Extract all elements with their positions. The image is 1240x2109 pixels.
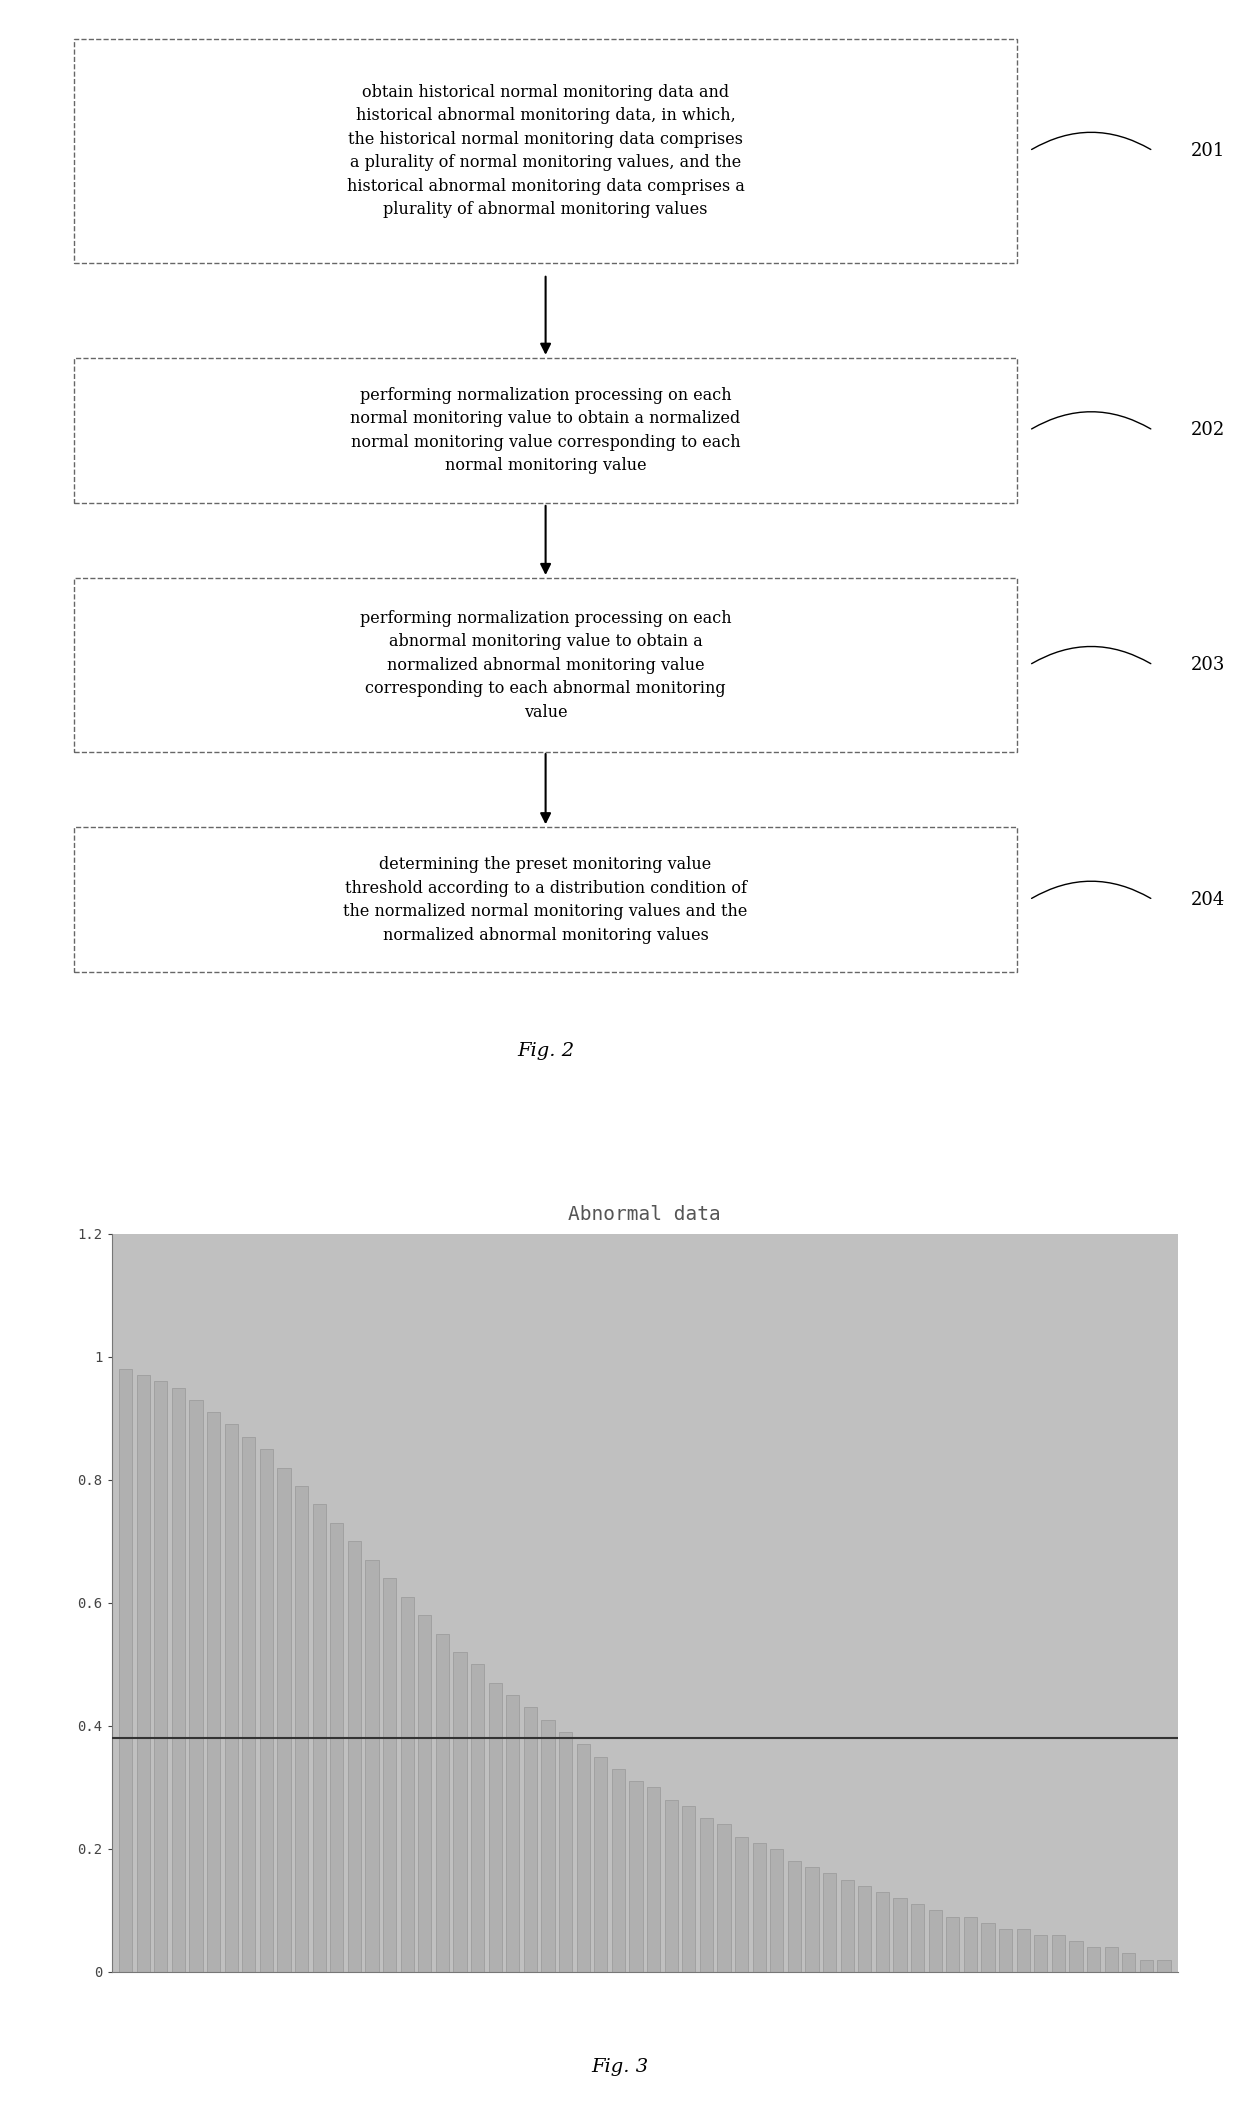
Bar (1052, 1936, 1065, 1972)
Text: performing normalization processing on each
normal monitoring value to obtain a : performing normalization processing on e… (351, 386, 740, 475)
Bar (401, 1597, 414, 1972)
Bar (1087, 1947, 1100, 1972)
Text: Fig. 3: Fig. 3 (591, 2058, 649, 2075)
Bar (699, 1818, 713, 1972)
Bar (489, 1683, 502, 1972)
Bar (454, 1651, 466, 1972)
Bar (823, 1873, 836, 1972)
Bar (805, 1866, 818, 1972)
Bar (1034, 1936, 1048, 1972)
Bar (366, 1561, 378, 1972)
Bar (119, 1369, 133, 1972)
Bar (154, 1381, 167, 1972)
Bar (875, 1892, 889, 1972)
Bar (207, 1413, 221, 1972)
Bar (770, 1850, 784, 1972)
Bar (190, 1400, 202, 1972)
Bar (893, 1898, 906, 1972)
Bar (647, 1788, 660, 1972)
Text: Fig. 2: Fig. 2 (517, 1042, 574, 1059)
Bar (787, 1860, 801, 1972)
Bar (136, 1375, 150, 1972)
Bar (559, 1731, 572, 1972)
Bar (981, 1923, 994, 1972)
Bar (999, 1930, 1012, 1972)
FancyBboxPatch shape (74, 578, 1017, 751)
Bar (348, 1542, 361, 1972)
Text: determining the preset monitoring value
threshold according to a distribution co: determining the preset monitoring value … (343, 856, 748, 943)
Text: 202: 202 (1190, 422, 1225, 439)
Bar (418, 1615, 432, 1972)
Text: 203: 203 (1190, 656, 1225, 675)
Bar (841, 1879, 854, 1972)
Bar (1157, 1959, 1171, 1972)
FancyBboxPatch shape (74, 359, 1017, 504)
Bar (1122, 1953, 1136, 1972)
Text: 201: 201 (1190, 141, 1225, 160)
Bar (260, 1449, 273, 1972)
Bar (611, 1769, 625, 1972)
Text: 204: 204 (1190, 890, 1225, 909)
Bar (295, 1487, 309, 1972)
Bar (911, 1904, 924, 1972)
Title: Abnormal data: Abnormal data (568, 1204, 722, 1223)
Bar (224, 1424, 238, 1972)
Bar (330, 1523, 343, 1972)
Bar (718, 1824, 730, 1972)
Bar (242, 1436, 255, 1972)
Bar (506, 1696, 520, 1972)
Bar (172, 1388, 185, 1972)
Bar (383, 1578, 397, 1972)
Bar (963, 1917, 977, 1972)
Bar (523, 1708, 537, 1972)
Bar (735, 1837, 748, 1972)
Bar (1140, 1959, 1153, 1972)
FancyBboxPatch shape (74, 827, 1017, 972)
Bar (1105, 1947, 1117, 1972)
Bar (929, 1911, 941, 1972)
Bar (682, 1805, 696, 1972)
Bar (946, 1917, 960, 1972)
Bar (630, 1782, 642, 1972)
Text: performing normalization processing on each
abnormal monitoring value to obtain : performing normalization processing on e… (360, 610, 732, 721)
Bar (1069, 1940, 1083, 1972)
Bar (278, 1468, 290, 1972)
Bar (753, 1843, 766, 1972)
Bar (858, 1885, 872, 1972)
Bar (312, 1504, 326, 1972)
Bar (435, 1634, 449, 1972)
Bar (594, 1757, 608, 1972)
Bar (1017, 1930, 1029, 1972)
Bar (577, 1744, 590, 1972)
Bar (665, 1799, 678, 1972)
Text: obtain historical normal monitoring data and
historical abnormal monitoring data: obtain historical normal monitoring data… (347, 84, 744, 217)
FancyBboxPatch shape (74, 40, 1017, 264)
Bar (471, 1664, 485, 1972)
Bar (542, 1719, 554, 1972)
